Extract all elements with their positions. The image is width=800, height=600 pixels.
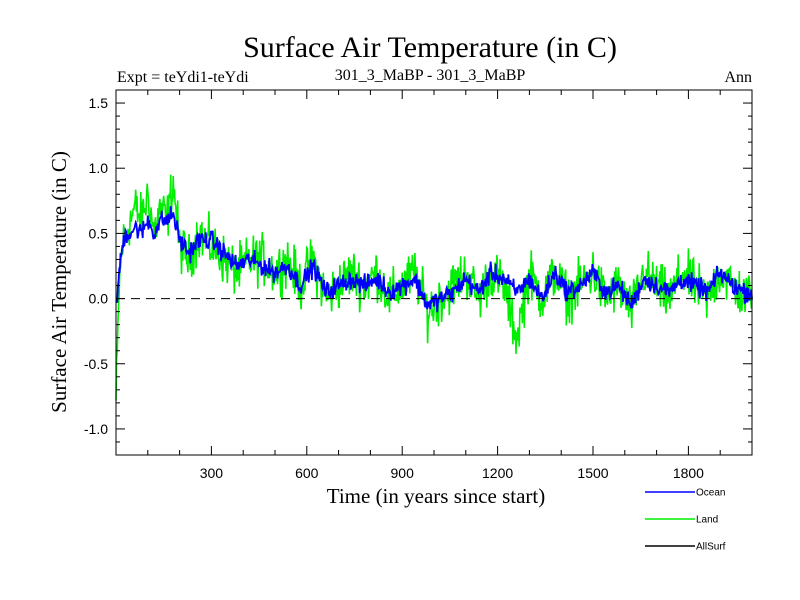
x-tick-label: 300 <box>200 465 224 481</box>
x-tick-label: 1200 <box>482 465 513 481</box>
x-axis-label: Time (in years since start) <box>327 484 546 508</box>
y-tick-label: 0.5 <box>89 225 109 241</box>
series-layer <box>115 174 753 401</box>
chart-subtitle-left: Expt = teYdi1-teYdi <box>117 69 249 86</box>
y-tick-label: 1.5 <box>89 95 109 111</box>
chart-subtitle-center: 301_3_MaBP - 301_3_MaBP <box>335 67 526 84</box>
legend: Ocean Land AllSurf <box>645 488 726 553</box>
y-tick-label: 1.0 <box>89 160 109 176</box>
x-tick-label: 1800 <box>673 465 704 481</box>
legend-label-ocean: Ocean <box>696 488 725 499</box>
chart-subtitle-right: Ann <box>724 69 752 86</box>
axis-ticks: 300 600 900 1200 1500 1800 -1.0 -0.5 0.0 0.5 1.0 1.… <box>84 89 752 481</box>
x-tick-label: 600 <box>295 465 319 481</box>
chart-title: Surface Air Temperature (in C) <box>243 31 617 64</box>
y-tick-label: 0.0 <box>89 291 109 307</box>
x-tick-label: 1500 <box>577 465 608 481</box>
y-axis-label: Surface Air Temperature (in C) <box>47 151 71 413</box>
legend-label-allsurf: AllSurf <box>696 542 726 553</box>
y-tick-label: -0.5 <box>84 356 108 372</box>
y-tick-label: -1.0 <box>84 421 108 437</box>
legend-label-land: Land <box>696 515 718 526</box>
series-line-ocean <box>115 206 753 313</box>
x-tick-label: 900 <box>391 465 415 481</box>
